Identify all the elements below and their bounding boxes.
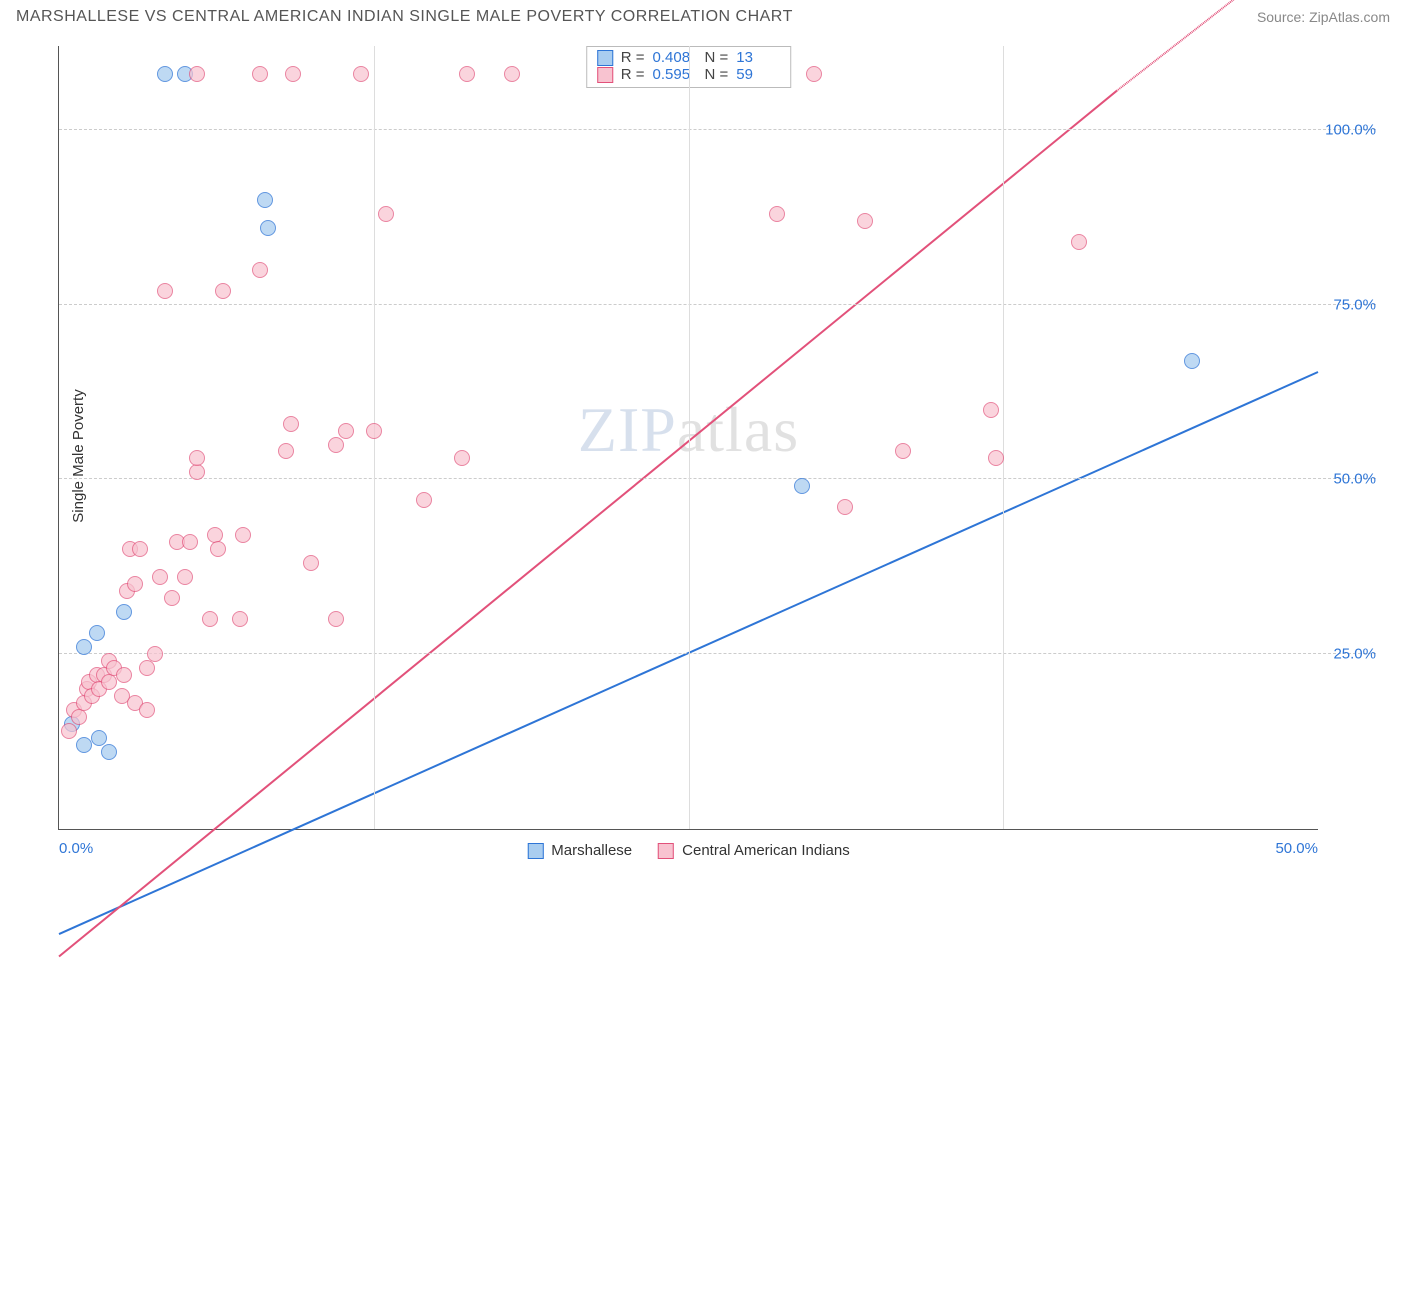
data-point <box>857 213 873 229</box>
data-point <box>454 450 470 466</box>
plot-area: ZIPatlas R =0.408N =13R =0.595N =59 Mars… <box>58 46 1318 830</box>
data-point <box>328 611 344 627</box>
data-point <box>378 206 394 222</box>
data-point <box>152 569 168 585</box>
data-point <box>132 541 148 557</box>
data-point <box>139 660 155 676</box>
data-point <box>285 66 301 82</box>
data-point <box>127 576 143 592</box>
gridline-v <box>1003 46 1004 829</box>
gridline-v <box>689 46 690 829</box>
data-point <box>116 667 132 683</box>
bottom-legend-item: Marshallese <box>527 842 632 859</box>
data-point <box>252 262 268 278</box>
data-point <box>416 492 432 508</box>
stats-r-label: R = <box>621 66 645 83</box>
chart-title: MARSHALLESE VS CENTRAL AMERICAN INDIAN S… <box>16 8 793 26</box>
watermark-zip: ZIP <box>578 394 677 465</box>
data-point <box>61 723 77 739</box>
stats-r-value: 0.595 <box>653 66 697 83</box>
data-point <box>182 534 198 550</box>
stats-r-label: R = <box>621 49 645 66</box>
data-point <box>101 744 117 760</box>
chart-header: MARSHALLESE VS CENTRAL AMERICAN INDIAN S… <box>0 0 1406 30</box>
legend-swatch <box>658 843 674 859</box>
data-point <box>157 66 173 82</box>
data-point <box>76 737 92 753</box>
chart-wrap: Single Male Poverty ZIPatlas R =0.408N =… <box>16 38 1390 874</box>
data-point <box>504 66 520 82</box>
data-point <box>215 283 231 299</box>
data-point <box>895 443 911 459</box>
data-point <box>89 625 105 641</box>
y-tick-label: 50.0% <box>1333 471 1376 488</box>
data-point <box>278 443 294 459</box>
x-tick-label: 0.0% <box>59 840 93 857</box>
stats-n-value: 59 <box>736 66 780 83</box>
gridline-h <box>59 478 1376 479</box>
data-point <box>116 604 132 620</box>
data-point <box>283 416 299 432</box>
stats-n-value: 13 <box>736 49 780 66</box>
data-point <box>260 220 276 236</box>
data-point <box>202 611 218 627</box>
legend-label: Marshallese <box>551 842 632 859</box>
data-point <box>232 611 248 627</box>
chart-container: MARSHALLESE VS CENTRAL AMERICAN INDIAN S… <box>0 0 1406 892</box>
data-point <box>189 66 205 82</box>
y-tick-label: 75.0% <box>1333 296 1376 313</box>
gridline-h <box>59 129 1376 130</box>
gridline-h <box>59 304 1376 305</box>
trend-line <box>59 91 1117 957</box>
data-point <box>76 639 92 655</box>
data-point <box>189 450 205 466</box>
data-point <box>794 478 810 494</box>
data-point <box>91 730 107 746</box>
bottom-legend-item: Central American Indians <box>658 842 850 859</box>
data-point <box>366 423 382 439</box>
data-point <box>983 402 999 418</box>
data-point <box>1071 234 1087 250</box>
data-point <box>1184 353 1200 369</box>
data-point <box>147 646 163 662</box>
data-point <box>769 206 785 222</box>
data-point <box>988 450 1004 466</box>
legend-swatch <box>597 67 613 83</box>
stats-n-label: N = <box>705 49 729 66</box>
legend-swatch <box>597 50 613 66</box>
data-point <box>303 555 319 571</box>
stats-r-value: 0.408 <box>653 49 697 66</box>
data-point <box>164 590 180 606</box>
data-point <box>101 674 117 690</box>
watermark-atlas: atlas <box>677 394 799 465</box>
data-point <box>328 437 344 453</box>
data-point <box>157 283 173 299</box>
data-point <box>252 66 268 82</box>
stats-n-label: N = <box>705 66 729 83</box>
data-point <box>235 527 251 543</box>
data-point <box>71 709 87 725</box>
data-point <box>837 499 853 515</box>
gridline-h <box>59 653 1376 654</box>
chart-source: Source: ZipAtlas.com <box>1257 9 1390 25</box>
x-tick-label: 50.0% <box>1275 840 1318 857</box>
legend-swatch <box>527 843 543 859</box>
bottom-legend: Marshallese Central American Indians <box>527 842 849 859</box>
data-point <box>338 423 354 439</box>
data-point <box>177 569 193 585</box>
data-point <box>459 66 475 82</box>
data-point <box>189 464 205 480</box>
data-point <box>806 66 822 82</box>
y-tick-label: 100.0% <box>1325 121 1376 138</box>
data-point <box>257 192 273 208</box>
data-point <box>353 66 369 82</box>
data-point <box>139 702 155 718</box>
y-tick-label: 25.0% <box>1333 646 1376 663</box>
data-point <box>210 541 226 557</box>
legend-label: Central American Indians <box>682 842 850 859</box>
